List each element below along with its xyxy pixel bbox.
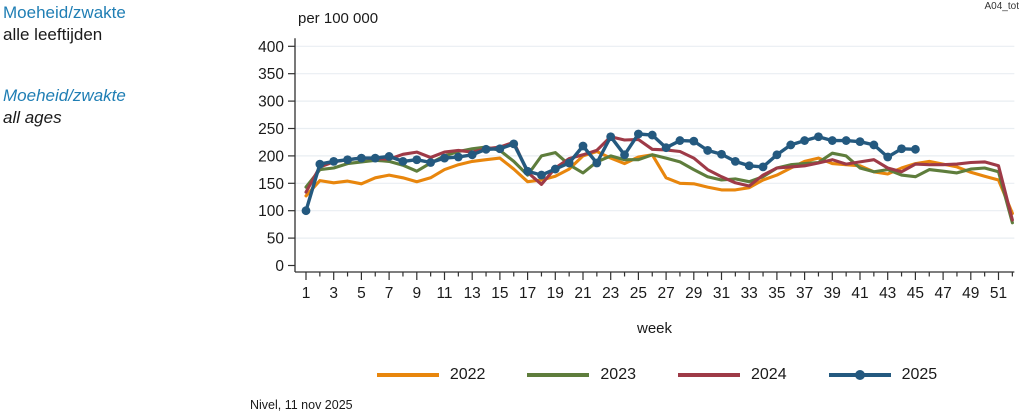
svg-text:29: 29 bbox=[685, 285, 702, 302]
svg-text:35: 35 bbox=[768, 285, 785, 302]
chart-title-block-english: Moeheid/zwakte all ages bbox=[3, 85, 126, 129]
legend-label: 2025 bbox=[901, 366, 938, 383]
svg-text:39: 39 bbox=[824, 285, 841, 302]
svg-text:13: 13 bbox=[464, 285, 481, 302]
title-english: Moeheid/zwakte bbox=[3, 86, 126, 105]
svg-text:9: 9 bbox=[412, 285, 421, 302]
legend-line-swatch bbox=[376, 373, 439, 377]
svg-text:11: 11 bbox=[436, 285, 452, 302]
svg-text:27: 27 bbox=[657, 285, 674, 302]
svg-text:51: 51 bbox=[990, 285, 1007, 302]
svg-text:1: 1 bbox=[302, 285, 311, 302]
subtitle-dutch: alle leeftijden bbox=[3, 25, 103, 44]
svg-text:15: 15 bbox=[491, 285, 508, 302]
chart-legend: 2022 2023 2024 2025 bbox=[300, 366, 1014, 384]
indicator-code: A04_tot bbox=[984, 1, 1019, 12]
legend-line-swatch bbox=[678, 373, 740, 377]
svg-text:200: 200 bbox=[258, 148, 284, 165]
svg-text:3: 3 bbox=[329, 285, 338, 302]
title-dutch: Moeheid/zwakte bbox=[3, 3, 126, 22]
x-axis-title: week bbox=[636, 320, 673, 337]
svg-text:23: 23 bbox=[602, 285, 619, 302]
svg-text:33: 33 bbox=[741, 285, 758, 302]
svg-text:45: 45 bbox=[907, 285, 924, 302]
svg-text:350: 350 bbox=[258, 66, 284, 83]
svg-text:25: 25 bbox=[630, 285, 647, 302]
svg-text:37: 37 bbox=[796, 285, 813, 302]
legend-line-swatch bbox=[828, 370, 891, 380]
svg-text:100: 100 bbox=[258, 203, 284, 220]
y-axis-title: per 100 000 bbox=[298, 10, 379, 27]
svg-text:0: 0 bbox=[275, 258, 284, 275]
svg-text:21: 21 bbox=[574, 285, 591, 302]
source-attribution: Nivel, 11 nov 2025 bbox=[250, 398, 353, 412]
legend-item-2024: 2024 bbox=[678, 366, 787, 384]
svg-text:400: 400 bbox=[258, 39, 284, 56]
subtitle-english: all ages bbox=[3, 108, 62, 127]
svg-text:19: 19 bbox=[547, 285, 564, 302]
svg-text:47: 47 bbox=[934, 285, 951, 302]
legend-item-2022: 2022 bbox=[376, 366, 486, 384]
svg-text:43: 43 bbox=[879, 285, 896, 302]
svg-text:300: 300 bbox=[258, 94, 284, 111]
legend-marker-dot bbox=[854, 370, 865, 380]
svg-text:50: 50 bbox=[267, 231, 285, 248]
svg-text:250: 250 bbox=[258, 121, 284, 138]
svg-text:41: 41 bbox=[851, 285, 868, 302]
legend-item-2023: 2023 bbox=[527, 366, 636, 384]
svg-text:31: 31 bbox=[713, 285, 730, 302]
legend-item-2025: 2025 bbox=[828, 366, 938, 384]
legend-label: 2024 bbox=[751, 366, 787, 383]
svg-text:49: 49 bbox=[962, 285, 979, 302]
chart-title-block: Moeheid/zwakte alle leeftijden bbox=[3, 2, 126, 46]
legend-label: 2022 bbox=[449, 366, 486, 383]
svg-text:7: 7 bbox=[385, 285, 394, 302]
svg-text:150: 150 bbox=[258, 176, 284, 193]
svg-text:5: 5 bbox=[357, 285, 366, 302]
svg-text:17: 17 bbox=[519, 285, 536, 302]
legend-label: 2023 bbox=[600, 366, 636, 383]
legend-line-swatch bbox=[527, 373, 590, 377]
